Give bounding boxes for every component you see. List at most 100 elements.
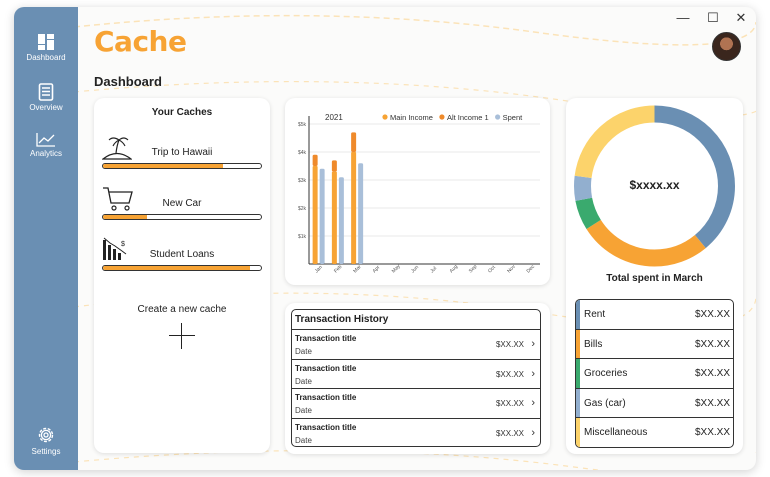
category-amount: $XX.XX: [694, 427, 730, 439]
legend-label: Spent: [503, 113, 524, 122]
bar-alt-income: [351, 132, 357, 152]
sidebar-item-label: Overview: [29, 103, 63, 112]
transaction-date: Date: [295, 406, 312, 415]
bar-spent: [338, 177, 344, 264]
spending-card: $xxxx.xx Total spent in March Rent $XX.X…: [566, 98, 743, 454]
x-tick-label: May: [391, 263, 402, 274]
cache-name: New Car: [162, 198, 202, 209]
total-spent-caption: Total spent in March: [606, 273, 703, 284]
svg-text:$: $: [121, 241, 125, 248]
category-amount: $XX.XX: [694, 309, 730, 320]
x-tick-label: Apr: [372, 264, 382, 274]
cache-progress-bar: [102, 214, 262, 220]
create-cache-link[interactable]: Create a new cache: [137, 304, 227, 315]
sidebar-item-label: Analytics: [29, 149, 62, 158]
bar-spent: [319, 168, 325, 264]
category-amount: $XX.XX: [694, 397, 730, 409]
category-amount: $XX.XX: [694, 338, 730, 350]
income-chart-card: 2021 Main Income Alt Income 1 Spent $5k $4k $3…: [285, 98, 550, 285]
donut-segment: [574, 105, 735, 267]
transaction-title: Transaction title: [295, 363, 357, 373]
maximize-button[interactable]: ☐: [707, 10, 719, 25]
avatar[interactable]: [712, 32, 741, 61]
cache-progress-fill: [103, 266, 250, 270]
add-cache-icon[interactable]: [169, 323, 195, 349]
table-row[interactable]: Transaction title Date $XX.XX ›: [292, 389, 540, 419]
legend-label: Main Income: [390, 113, 433, 122]
sidebar-item-overview[interactable]: Overview: [14, 83, 78, 112]
sidebar-item-settings[interactable]: Settings: [14, 425, 78, 456]
cart-icon: [103, 187, 133, 211]
category-row-miscellaneous[interactable]: Miscellaneous $XX.XX: [576, 418, 733, 447]
minimize-button[interactable]: —: [676, 10, 690, 25]
sidebar-item-label: Settings: [31, 447, 61, 456]
bar-spent: [358, 163, 364, 264]
table-row[interactable]: Transaction title Date $XX.XX ›: [292, 330, 540, 360]
caches-card: Your Caches Trip to Hawaii New Car: [94, 98, 270, 453]
bar-alt-income: [331, 160, 337, 172]
category-name: Miscellaneous: [584, 427, 648, 439]
transaction-amount: $XX.XX: [495, 340, 524, 349]
chevron-right-icon: ›: [531, 338, 535, 350]
category-name: Rent: [584, 309, 606, 320]
sidebar-item-label: Dashboard: [26, 53, 66, 62]
y-tick-label: $1k: [298, 234, 307, 240]
category-row-groceries[interactable]: Groceries $XX.XX: [576, 359, 733, 389]
sidebar-item-dashboard[interactable]: Dashboard: [14, 33, 78, 62]
line-chart-icon: [36, 133, 55, 147]
y-tick-label: $4k: [298, 150, 307, 156]
x-tick-label: Oct: [487, 264, 497, 274]
bar-main-income: [331, 171, 337, 264]
y-tick-label: $5k: [298, 122, 307, 128]
transaction-date: Date: [295, 347, 312, 356]
cache-item-student-loans[interactable]: $ Student Loans: [102, 237, 263, 271]
transaction-amount: $XX.XX: [495, 399, 524, 408]
transaction-amount: $XX.XX: [495, 428, 524, 438]
chevron-right-icon: ›: [531, 397, 535, 409]
donut-segment: [574, 105, 735, 267]
total-spent-value: $xxxx.xx: [629, 178, 680, 192]
category-amount: $XX.XX: [694, 368, 730, 380]
cache-item-trip-to-hawaii[interactable]: Trip to Hawaii: [102, 135, 263, 169]
transaction-title: Transaction title: [295, 422, 357, 432]
category-row-gas[interactable]: Gas (car) $XX.XX: [576, 388, 733, 419]
x-tick-label: Jul: [429, 266, 438, 275]
declining-bars-icon: $: [103, 237, 127, 260]
table-row[interactable]: Transaction title Date $XX.XX ›: [292, 360, 540, 389]
category-name: Bills: [584, 338, 603, 350]
transaction-amount: $XX.XX: [495, 369, 524, 379]
legend-label: Alt Income 1: [447, 113, 489, 122]
cache-name: Trip to Hawaii: [151, 147, 213, 158]
x-tick-label: Mar: [352, 264, 363, 275]
category-color-bar: [576, 418, 580, 447]
category-row-bills[interactable]: Bills $XX.XX: [576, 329, 733, 360]
app-window: Dashboard Overview Analytics: [14, 7, 756, 470]
legend-dot: [439, 114, 445, 120]
y-tick-label: $3k: [298, 178, 307, 184]
table-row[interactable]: Transaction title Date $XX.XX ›: [292, 419, 540, 447]
transaction-title: Transaction title: [295, 334, 357, 343]
transaction-date: Date: [295, 376, 312, 386]
chevron-right-icon: ›: [531, 367, 535, 380]
y-tick-label: $2k: [298, 206, 307, 212]
category-name: Groceries: [584, 368, 628, 380]
cache-item-new-car[interactable]: New Car: [102, 186, 263, 220]
spending-category-list: Rent $XX.XX Bills $XX.XX Groceries $XX.X…: [575, 299, 734, 448]
sidebar-item-analytics[interactable]: Analytics: [14, 133, 78, 158]
chevron-right-icon: ›: [531, 426, 535, 439]
close-button[interactable]: ✕: [735, 10, 747, 25]
app-logo: Cache: [94, 25, 187, 58]
cache-progress-fill: [103, 215, 148, 219]
cache-progress-bar: [102, 163, 262, 169]
cache-progress-bar: [102, 265, 262, 271]
legend-dot: [495, 114, 501, 120]
category-row-rent[interactable]: Rent $XX.XX: [576, 300, 733, 330]
bar-main-income: [312, 166, 318, 264]
document-icon: [38, 83, 54, 101]
page-title: Dashboard: [94, 74, 162, 89]
x-tick-label: Sep: [468, 264, 479, 275]
x-tick-label: Aug: [449, 264, 460, 275]
transaction-history-card: Transaction History Transaction title Da…: [285, 303, 550, 454]
sidebar: Dashboard Overview Analytics: [14, 7, 78, 470]
x-tick-label: Feb: [333, 264, 343, 274]
